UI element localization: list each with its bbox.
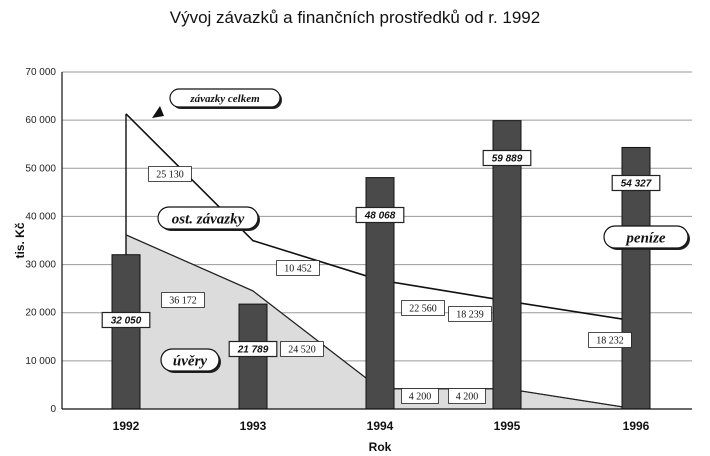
uvery-value-label-box	[280, 341, 324, 357]
y-tick-label: 30 000	[25, 260, 56, 271]
y-tick-label: 50 000	[25, 163, 56, 174]
uvery-value-label-text: 36 172	[169, 296, 197, 307]
bar-value-label-text: 32 050	[111, 316, 142, 327]
ost-zavazky-value-label-box	[401, 300, 445, 316]
ost-zavazky-value-label-box	[588, 332, 632, 348]
x-tick-label: 1995	[494, 419, 521, 433]
uvery-value-label-box	[161, 292, 205, 308]
callout-arrow-icon	[152, 106, 164, 118]
callout-penize-text: peníze	[624, 230, 666, 246]
y-tick-label: 10 000	[25, 356, 56, 367]
callout-ost-zavazky-text: ost. závazky	[172, 211, 245, 227]
ost-zavazky-value-label-box	[448, 306, 492, 322]
y-tick-label: 20 000	[25, 308, 56, 319]
bar-value-label: 32 050	[101, 311, 151, 329]
ost-zavazky-value-label-box	[276, 260, 320, 276]
callout-uvery: úvěry	[160, 348, 221, 373]
bar-value-label: 54 327	[611, 174, 661, 192]
uvery-value-label-box	[448, 388, 486, 404]
ost-zavazky-value-label-text: 10 452	[284, 264, 312, 275]
x-tick-label: 1994	[367, 419, 394, 433]
x-tick-label: 1993	[240, 419, 267, 433]
callout-zavazky-celkem: závazky celkem	[169, 88, 282, 109]
callout-penize-box	[603, 225, 689, 249]
bar-value-label: 48 068	[355, 206, 405, 224]
uvery-value-label: 4 200	[401, 388, 439, 404]
y-tick-label: 40 000	[25, 211, 56, 222]
ost-zavazky-value-label-text: 18 232	[596, 336, 624, 347]
x-tick-label: 1996	[623, 419, 650, 433]
x-axis-label: Rok	[369, 440, 392, 454]
uvery-value-label-text: 4 200	[409, 392, 432, 403]
callout-ost-zavazky-box	[157, 206, 259, 230]
bar-value-label-box	[355, 206, 405, 224]
bar-value-label-box	[228, 340, 278, 358]
ost-zavazky-value-label-text: 25 130	[156, 170, 184, 181]
uvery-value-label: 24 520	[280, 341, 324, 357]
ost-zavazky-value-label: 18 232	[588, 332, 632, 348]
x-tick-label: 1992	[113, 419, 140, 433]
bar-value-label-text: 59 889	[492, 154, 523, 165]
callout-zavazky-celkem-box	[169, 88, 281, 108]
bar-value-label: 59 889	[482, 149, 532, 167]
bar-value-label-box	[611, 174, 661, 192]
bar-penize-1992	[111, 254, 141, 410]
ost-zavazky-value-label: 22 560	[401, 300, 445, 316]
ost-zavazky-value-label-box	[148, 166, 192, 182]
ost-zavazky-value-label: 18 239	[448, 306, 492, 322]
callout-zavazky-celkem-text: závazky celkem	[189, 93, 260, 105]
bar-value-label-text: 21 789	[237, 345, 269, 356]
uvery-value-label: 4 200	[448, 388, 486, 404]
bar-value-label-text: 48 068	[364, 211, 396, 222]
callout-uvery-box	[160, 348, 220, 372]
bar-value-label-text: 54 327	[621, 179, 652, 190]
ost-zavazky-value-label: 10 452	[276, 260, 320, 276]
bar-penize-1995	[492, 120, 522, 410]
callout-penize: peníze	[603, 225, 690, 250]
bar-value-label: 21 789	[228, 340, 278, 358]
ost-zavazky-value-label-text: 18 239	[456, 310, 484, 321]
uvery-value-label-text: 24 520	[288, 345, 316, 356]
uvery-value-label: 36 172	[161, 292, 205, 308]
uvery-value-label-text: 4 200	[456, 392, 479, 403]
chart-title: Vývoj závazků a finančních prostředků od…	[169, 8, 541, 27]
uvery-value-label-box	[401, 388, 439, 404]
bar-value-label-box	[101, 311, 151, 329]
y-axis-label: tis. Kč	[13, 222, 27, 258]
y-tick-label: 60 000	[25, 115, 56, 126]
y-tick-label: 70 000	[25, 67, 56, 78]
bar-value-label-box	[482, 149, 532, 167]
ost-zavazky-value-label-text: 22 560	[409, 304, 437, 315]
ost-zavazky-value-label: 25 130	[148, 166, 192, 182]
y-tick-label: 0	[50, 404, 56, 415]
callout-uvery-text: úvěry	[173, 353, 207, 369]
callout-ost-zavazky: ost. závazky	[157, 206, 260, 231]
